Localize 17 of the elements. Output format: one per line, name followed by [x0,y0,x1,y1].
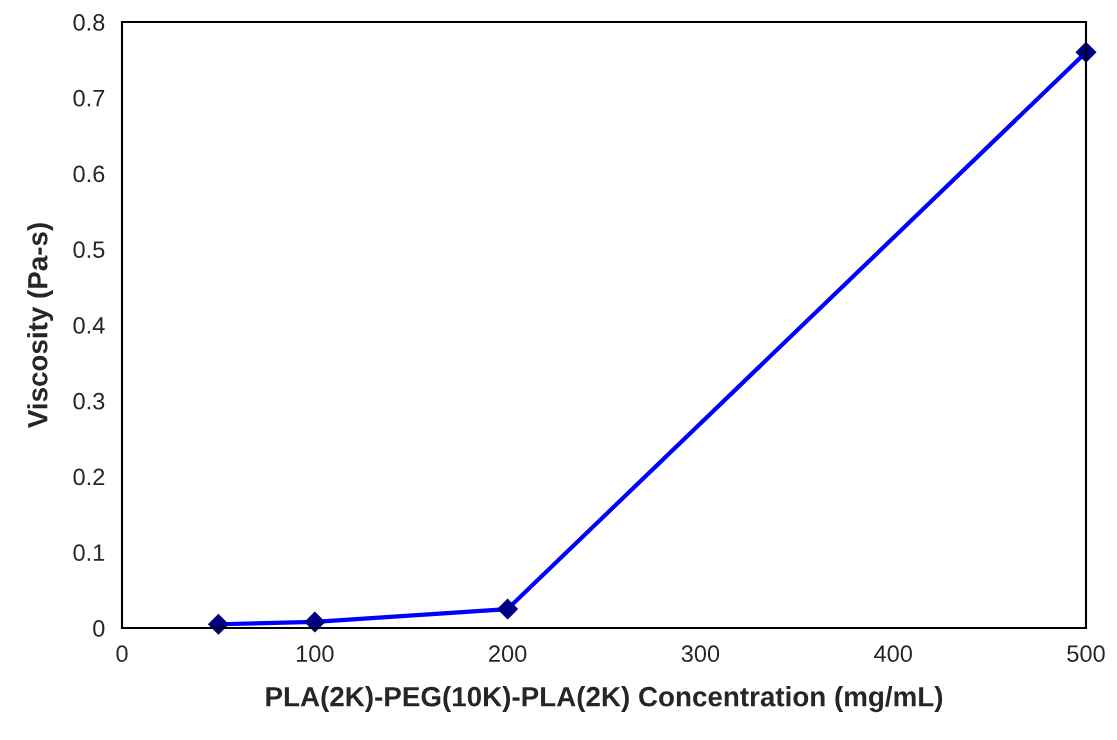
y-axis-title: Viscosity (Pa-s) [27,223,54,428]
y-tick-label: 0.3 [73,392,105,410]
x-tick-label: 300 [681,645,720,663]
x-tick-label: 500 [1067,645,1105,663]
x-tick-label: 200 [489,645,527,663]
y-tick-label: 0.7 [73,89,105,107]
y-tick-label: 0.1 [73,544,105,562]
y-tick-label: 0 [93,620,105,637]
x-tick-label: 100 [296,645,334,663]
y-tick-label: 0.5 [73,241,105,259]
y-tick-label: 0.8 [73,14,105,31]
x-axis-title: PLA(2K)-PEG(10K)-PLA(2K) Concentration (mg/mL) [266,686,943,713]
x-tick-label: 0 [116,645,128,663]
x-tick-label: 400 [874,645,912,663]
y-tick-label: 0.4 [73,317,105,334]
y-tick-label: 0.6 [73,165,105,183]
y-tick-label: 0.2 [73,468,105,486]
